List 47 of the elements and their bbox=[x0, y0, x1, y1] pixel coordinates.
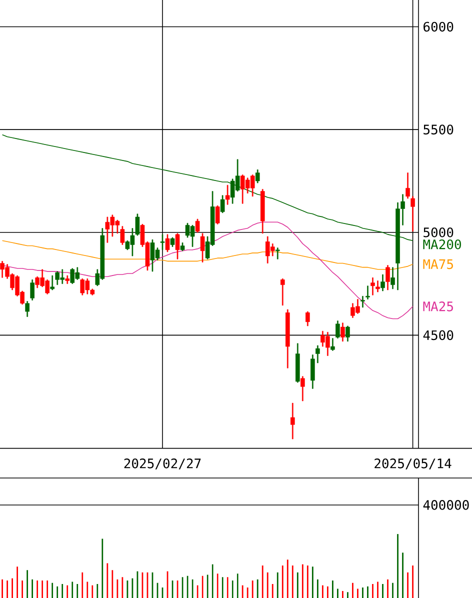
candlestick bbox=[255, 170, 260, 184]
candlestick bbox=[65, 275, 70, 284]
candlestick bbox=[260, 189, 265, 234]
candlestick bbox=[390, 267, 395, 290]
series-label: MA200 bbox=[423, 239, 461, 250]
candlestick bbox=[376, 280, 380, 292]
candlestick bbox=[340, 322, 345, 342]
candlestick bbox=[215, 205, 220, 224]
candlestick bbox=[25, 301, 30, 317]
candlestick bbox=[220, 195, 225, 213]
series-label: MA25 bbox=[423, 301, 453, 312]
candlestick bbox=[310, 354, 315, 389]
y-tick-label: 400000 bbox=[423, 500, 469, 510]
candlestick bbox=[330, 338, 335, 351]
candlestick bbox=[290, 402, 295, 440]
candlestick bbox=[285, 309, 290, 368]
candlestick bbox=[410, 196, 415, 232]
candlestick bbox=[406, 172, 410, 199]
candlestick bbox=[346, 326, 350, 342]
candlestick bbox=[50, 275, 55, 290]
candlestick bbox=[280, 278, 285, 306]
candlestick bbox=[170, 237, 175, 247]
candlestick bbox=[165, 234, 170, 252]
candlestick bbox=[30, 280, 34, 300]
candlestick bbox=[380, 274, 385, 292]
y-tick-label: 6000 bbox=[424, 22, 454, 32]
candlestick bbox=[175, 233, 180, 260]
candlestick bbox=[386, 265, 390, 290]
y-tick-label: 4500 bbox=[423, 330, 454, 340]
candlestick bbox=[316, 345, 320, 364]
y-tick-label: 5500 bbox=[424, 124, 454, 134]
candlestick bbox=[195, 218, 200, 233]
candlestick bbox=[306, 311, 310, 326]
candlestick bbox=[360, 296, 365, 308]
candlestick bbox=[225, 184, 230, 205]
candlestick bbox=[275, 248, 280, 260]
candlestick bbox=[366, 286, 370, 300]
candlestick bbox=[200, 233, 205, 262]
candlestick bbox=[336, 320, 340, 338]
candlestick bbox=[370, 277, 375, 296]
x-tick-label: 2025/05/14 bbox=[374, 458, 452, 470]
candlestick bbox=[180, 242, 185, 252]
candlestick bbox=[300, 376, 305, 402]
x-tick-label: 2025/02/27 bbox=[124, 458, 201, 470]
series-label: MA75 bbox=[423, 259, 453, 270]
y-tick-label: 5000 bbox=[424, 227, 454, 238]
candlestick bbox=[296, 343, 300, 383]
